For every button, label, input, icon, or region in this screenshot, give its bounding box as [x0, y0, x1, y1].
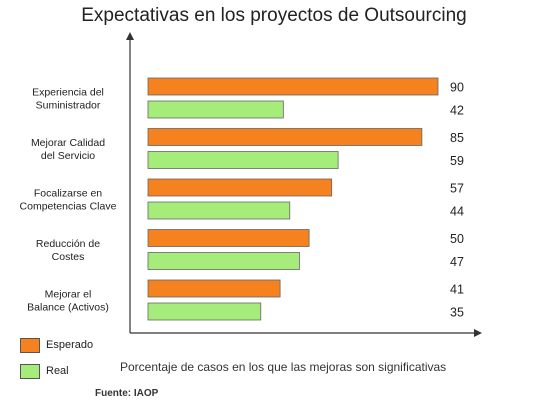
source-note: Fuente: IAOP — [95, 388, 159, 399]
category-label: Mejorar el — [45, 289, 92, 301]
bar-esperado — [147, 229, 310, 247]
legend-label-esperado: Esperado — [46, 339, 94, 351]
category-label: del Servicio — [41, 150, 95, 162]
x-axis-arrow — [474, 329, 482, 337]
legend-swatch-esperado — [20, 337, 40, 353]
bar-real — [147, 201, 291, 220]
category-label: Focalizarse en — [34, 188, 102, 200]
legend-item-esperado: Esperado — [20, 333, 93, 357]
data-label-real: 42 — [450, 104, 464, 118]
category-label: Reducción de — [36, 238, 100, 250]
data-label-esperado: 57 — [450, 182, 464, 196]
data-label-real: 59 — [450, 154, 464, 168]
data-label-real: 47 — [450, 255, 464, 269]
bar-esperado — [147, 279, 281, 298]
legend-item-real: Real — [20, 359, 93, 383]
data-label-esperado: 90 — [450, 81, 464, 95]
bar-esperado — [147, 128, 423, 146]
bar-esperado — [147, 77, 439, 96]
legend-label-real: Real — [46, 365, 69, 377]
data-label-real: 35 — [450, 306, 464, 320]
data-label-esperado: 41 — [450, 283, 464, 297]
category-label: Experiencia del — [32, 87, 104, 99]
x-axis-label: Porcentaje de casos en los que las mejor… — [120, 360, 447, 374]
bar-real — [147, 100, 284, 119]
bar-real — [147, 252, 300, 270]
bar-esperado — [147, 178, 333, 197]
data-label-esperado: 50 — [450, 232, 464, 246]
chart-title: Expectativas en los proyectos de Outsour… — [81, 5, 467, 26]
category-label: Mejorar Calidad — [31, 137, 105, 149]
legend-swatch-real — [20, 363, 40, 379]
category-label: Costes — [52, 251, 85, 263]
data-label-real: 44 — [450, 205, 464, 219]
category-label: Balance (Activos) — [27, 302, 109, 314]
bar-real — [147, 151, 339, 169]
data-label-esperado: 85 — [450, 131, 464, 145]
bar-real — [147, 302, 262, 321]
legend: Esperado Real — [20, 333, 93, 385]
y-axis-arrow — [126, 32, 134, 40]
category-label: Suministrador — [36, 100, 101, 112]
category-label: Competencias Clave — [20, 201, 117, 213]
